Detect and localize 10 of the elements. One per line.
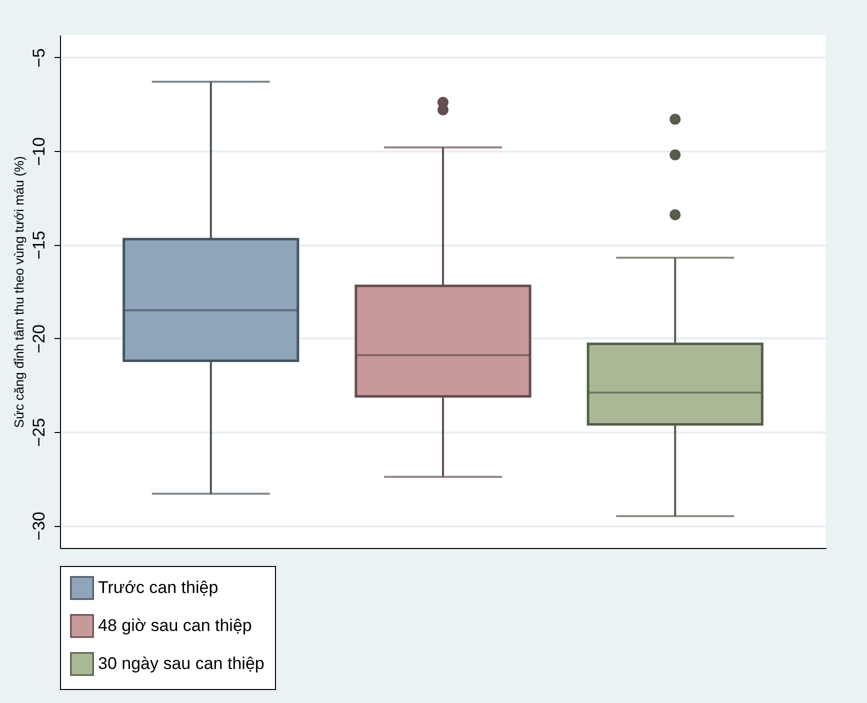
- y-tick-label: −30: [30, 512, 48, 540]
- y-tick-label: −25: [30, 418, 48, 447]
- legend-label: 30 ngày sau can thiệp: [98, 654, 264, 673]
- legend-label: 48 giờ sau can thiệp: [98, 616, 252, 635]
- y-tick-label: −20: [30, 324, 48, 354]
- legend-label: Trước can thiệp: [98, 578, 218, 597]
- y-tick-label: −10: [30, 137, 48, 166]
- y-tick-label: −5: [30, 48, 48, 68]
- y-tick-label: −15: [30, 230, 48, 260]
- y-axis-title: Sức căng đỉnh tâm thu theo vùng tưới máu (%): [12, 156, 26, 428]
